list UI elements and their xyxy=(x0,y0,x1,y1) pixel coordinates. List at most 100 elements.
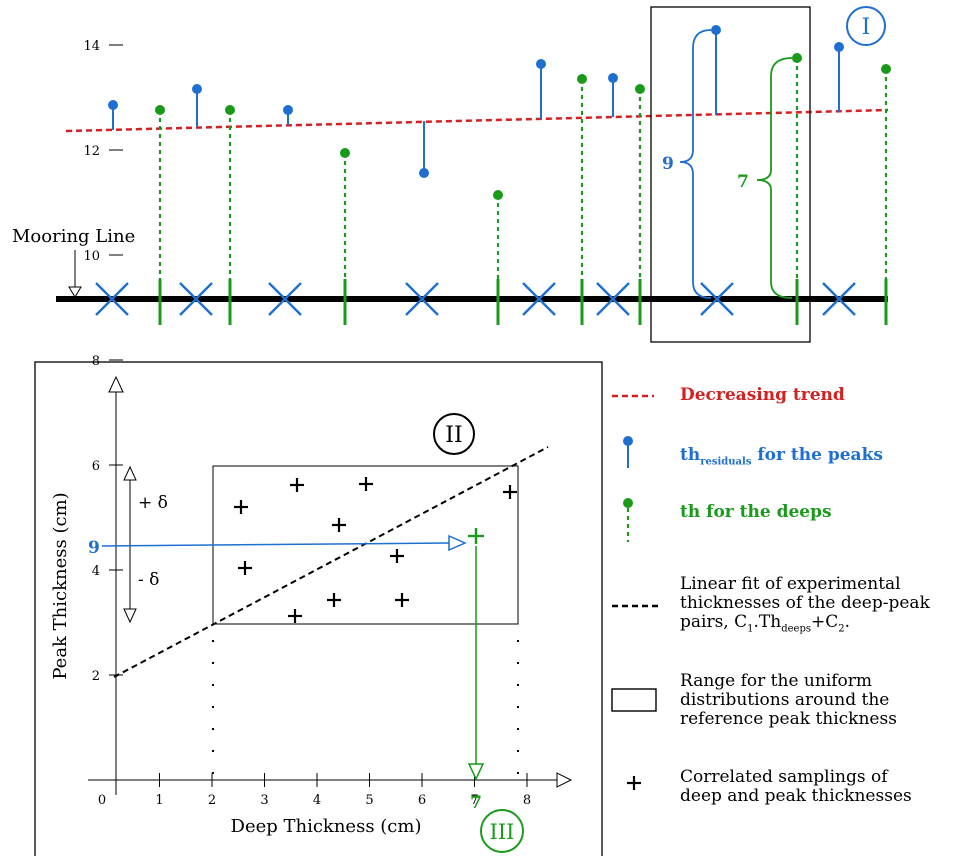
deep-brace-value: 7 xyxy=(737,172,749,192)
marker-I-label: I xyxy=(862,15,871,40)
correlated-samples xyxy=(234,477,517,623)
linear-fit-line xyxy=(113,446,549,678)
deep-arrow-icon xyxy=(467,763,485,781)
x-axis-title: Deep Thickness (cm) xyxy=(231,816,422,837)
mooring-line-label: Mooring Line xyxy=(12,226,135,247)
y-tick-label: 2 xyxy=(92,669,100,684)
top-panel: 9 7 I Mooring Line xyxy=(12,6,891,343)
marker-III-circle xyxy=(480,809,524,853)
y-tick-label: 6 xyxy=(92,459,100,474)
mooring-arrow-icon xyxy=(68,286,82,298)
delta-plus-label: + δ xyxy=(138,493,168,513)
marker-II-circle xyxy=(433,413,475,455)
legend-residuals: thresiduals for the peaks xyxy=(680,445,883,467)
x-tick-labels: 0 1 2 3 4 5 6 7 8 xyxy=(98,793,531,808)
delta-minus-label: - δ xyxy=(138,570,159,590)
deep-ticks xyxy=(158,279,888,325)
x-tick-label: 8 xyxy=(523,793,531,808)
marker-III-label: III xyxy=(490,820,515,844)
residual-brace xyxy=(679,29,712,299)
legend-fit: Linear fit of experimental thicknesses o… xyxy=(680,575,956,638)
x-marker-icon xyxy=(522,282,556,316)
plus-icon xyxy=(290,478,304,492)
x-marker-icon xyxy=(596,282,630,316)
deep-brace xyxy=(756,57,793,299)
x-tick-label: 4 xyxy=(313,793,321,808)
legend-samplings: Correlated samplings of deep and peak th… xyxy=(680,768,956,806)
peak-projection-line xyxy=(101,542,450,547)
plus-icon xyxy=(234,500,248,514)
legend-range-line-3: reference peak thickness xyxy=(680,709,897,729)
y-tick-label: 10 xyxy=(83,249,100,264)
legend-range: Range for the uniform distributions arou… xyxy=(680,672,956,729)
x-marker-icon xyxy=(268,282,302,316)
legend-range-line-2: distributions around the xyxy=(680,690,890,710)
plus-icon xyxy=(238,561,252,575)
y-tick-label: 12 xyxy=(83,144,100,159)
delta-down-arrow-icon xyxy=(123,608,137,624)
plot-frame xyxy=(34,361,603,856)
peak-dots xyxy=(108,25,844,178)
legend-range-line-1: Range for the uniform xyxy=(680,671,873,691)
residual-brace-value: 9 xyxy=(662,154,674,174)
delta-up-arrow-icon xyxy=(123,465,137,481)
legend-residual-symbol xyxy=(623,436,633,468)
peak-arrow-icon xyxy=(448,534,467,552)
plus-icon xyxy=(503,485,517,499)
x-marker-icon xyxy=(700,282,734,316)
y-axis-arrow-icon xyxy=(108,375,124,393)
y-tick-label: 4 xyxy=(92,564,100,579)
deep-dots xyxy=(155,53,891,200)
plus-icon xyxy=(395,593,409,607)
legend-trend: Decreasing trend xyxy=(680,385,845,405)
legend-deeps-label: th for the deeps xyxy=(680,502,832,522)
x-marker-icon xyxy=(179,282,213,316)
deep-stems xyxy=(158,58,888,279)
x-tick-label: 5 xyxy=(365,793,373,808)
x-tick-label: 1 xyxy=(155,793,163,808)
legend-fit-line-3: pairs, C1.Thdeeps+C2. xyxy=(680,612,851,635)
x-tick-marks xyxy=(159,773,528,787)
y-tick-label: 8 xyxy=(92,354,100,369)
plus-icon xyxy=(327,593,341,607)
peak-residual-stems xyxy=(112,30,840,173)
y-tick-marks xyxy=(109,44,123,676)
x-marker-icon xyxy=(822,282,856,316)
legend-deep-symbol xyxy=(623,498,633,542)
peak-x-markers xyxy=(95,282,856,316)
deep-value-label: 7 xyxy=(470,793,482,813)
legend-range-symbol xyxy=(611,688,657,712)
legend-trend-label: Decreasing trend xyxy=(680,385,845,405)
legend-fit-line-1: Linear fit of experimental xyxy=(680,574,901,594)
x-tick-label: 0 xyxy=(98,793,106,808)
highlight-box xyxy=(650,6,811,343)
decreasing-trend-line xyxy=(65,108,889,133)
x-marker-icon xyxy=(405,282,439,316)
x-tick-label: 3 xyxy=(260,793,268,808)
plus-icon xyxy=(332,518,346,532)
selected-sample-plus-icon xyxy=(468,528,484,544)
y-tick-labels: 2 4 6 8 10 12 14 xyxy=(83,39,100,684)
x-tick-label: 2 xyxy=(208,793,216,808)
plus-icon xyxy=(390,549,404,563)
y-axis-title: Peak Thickness (cm) xyxy=(50,492,71,679)
x-marker-icon xyxy=(95,282,129,316)
legend-samplings-line-2: deep and peak thicknesses xyxy=(680,786,912,806)
x-tick-label: 7 xyxy=(470,793,478,808)
marker-II-label: II xyxy=(445,423,462,448)
plus-icon xyxy=(288,609,302,623)
legend-deeps: th for the deeps xyxy=(680,502,832,522)
legend-residuals-suffix: for the peaks xyxy=(751,445,883,465)
legend-plus-icon xyxy=(627,776,641,790)
legend-samplings-line-1: Correlated samplings of xyxy=(680,767,888,787)
legend-residuals-prefix: th xyxy=(680,445,701,465)
peak-value-label: 9 xyxy=(88,538,100,558)
plus-icon xyxy=(359,477,373,491)
y-tick-label: 14 xyxy=(83,39,100,54)
legend-symbols xyxy=(611,394,658,790)
legend-fit-line-2: thicknesses of the deep-peak xyxy=(680,593,930,613)
x-tick-label: 6 xyxy=(418,793,426,808)
legend-residuals-sub: residuals xyxy=(700,456,752,468)
